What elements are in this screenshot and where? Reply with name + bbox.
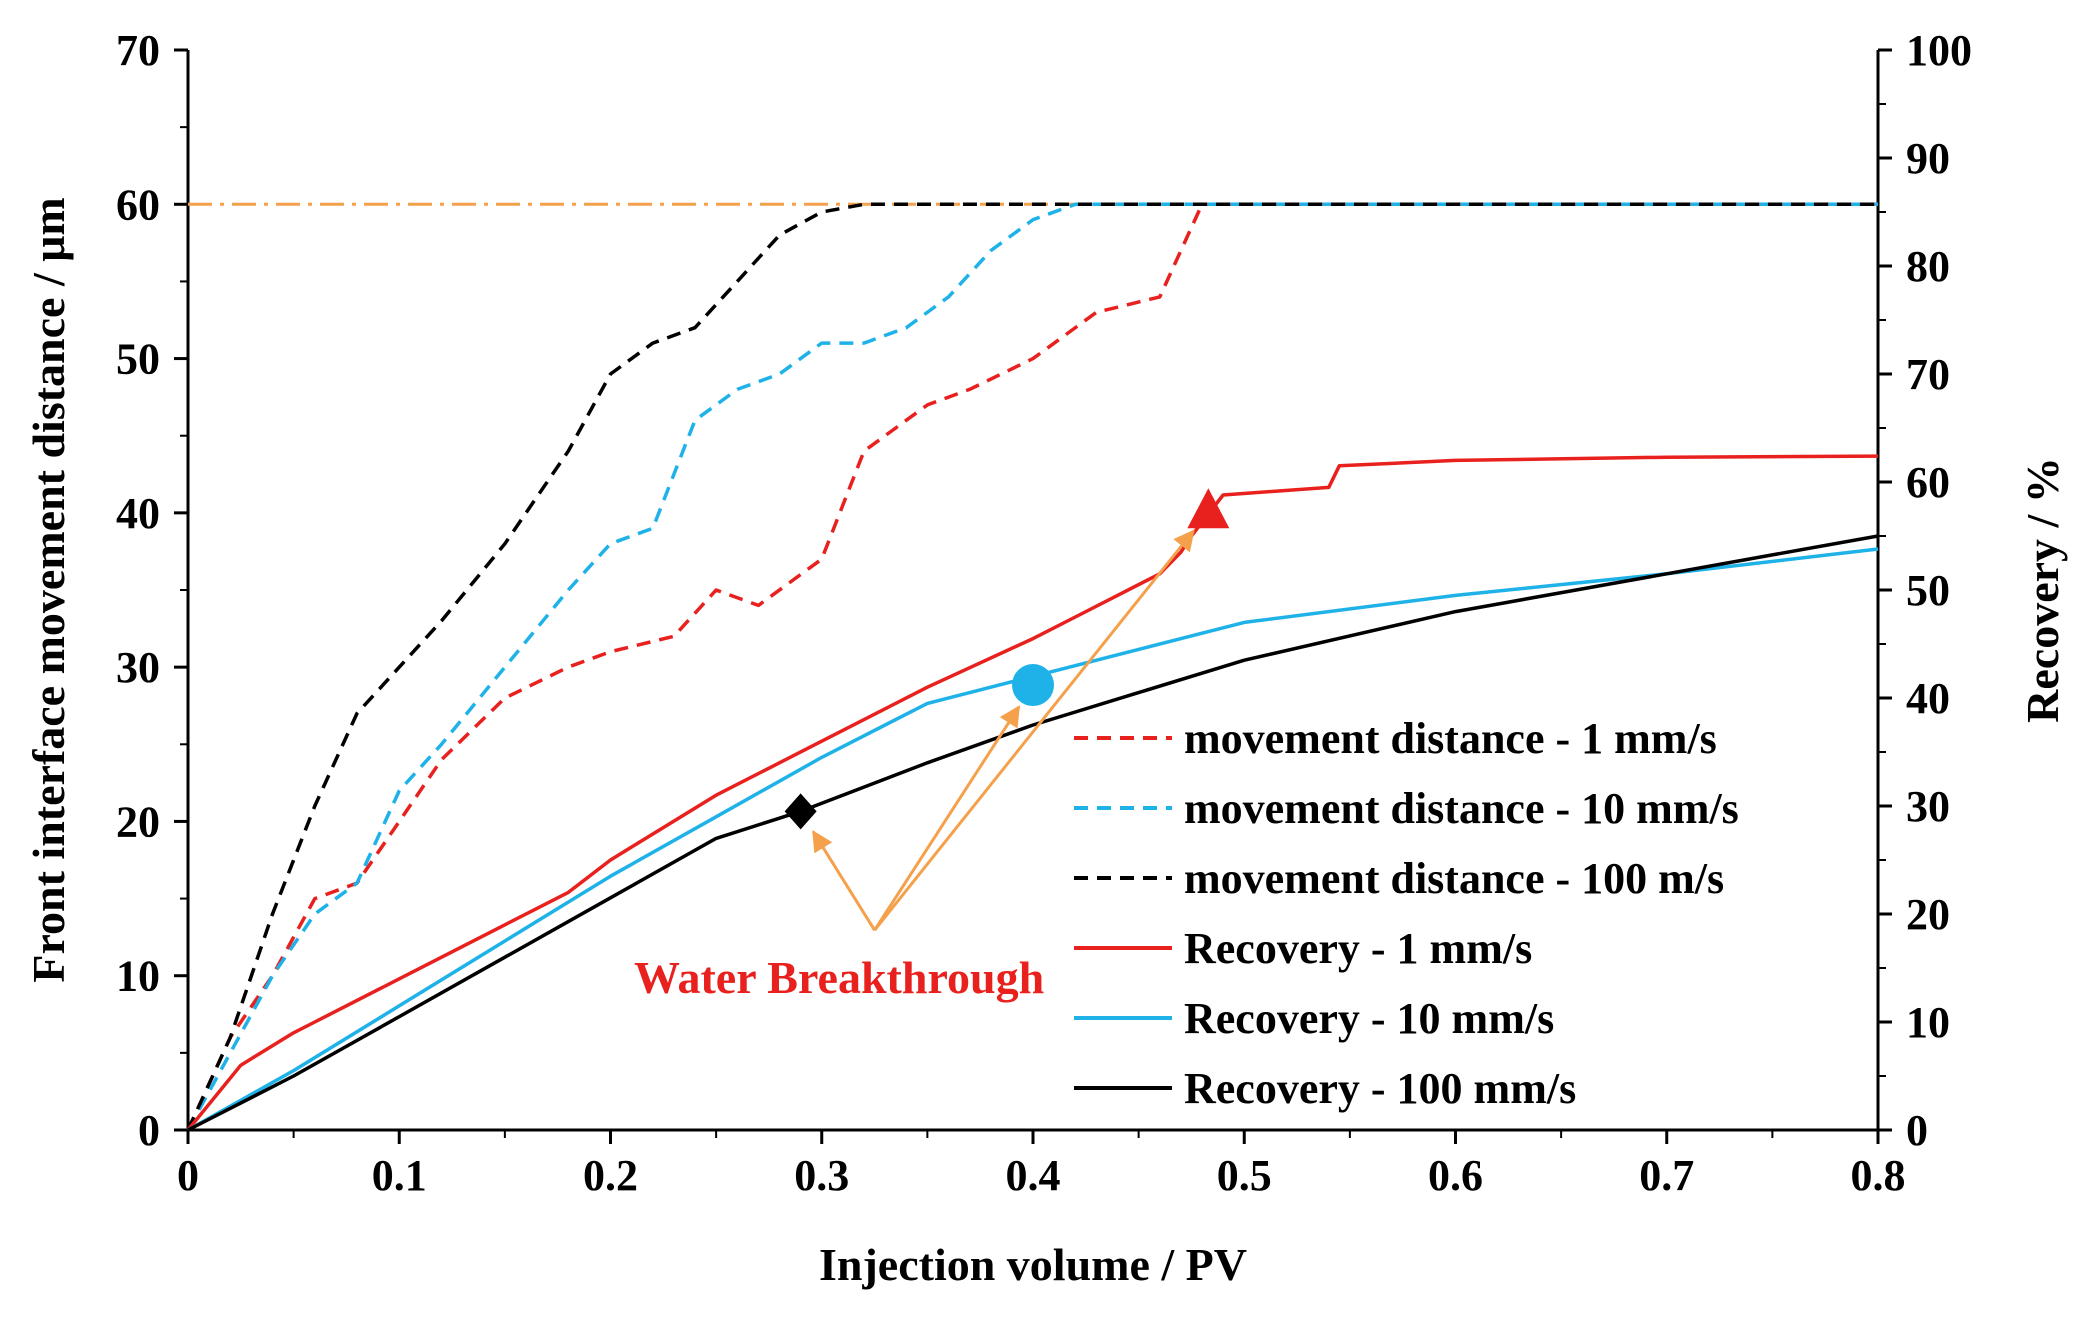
y-right-axis-title: Recovery / % — [2017, 457, 2068, 723]
y-left-tick-label: 0 — [138, 1106, 160, 1155]
chart: 0 0.1 0.2 0.3 0.4 0.5 0.6 0.7 0.8010203040506070… — [0, 0, 2092, 1318]
annotation-arrow-1 — [813, 832, 874, 930]
series-line-6 — [188, 536, 1878, 1130]
series-line-5 — [188, 549, 1878, 1130]
y-left-tick-label: 20 — [116, 797, 160, 846]
x-tick-label: 0.1 — [372, 1151, 427, 1200]
y-right-tick-label: 10 — [1906, 998, 1950, 1047]
legend-label-2: movement distance - 10 mm/s — [1184, 784, 1739, 833]
x-tick-label: 0 — [177, 1151, 199, 1200]
x-tick-label: 0.4 — [1006, 1151, 1061, 1200]
y-right-tick-label: 90 — [1906, 134, 1950, 183]
x-tick-label: 0.8 — [1851, 1151, 1906, 1200]
legend-label-6: Recovery - 100 mm/s — [1184, 1064, 1576, 1113]
y-right-tick-label: 30 — [1906, 782, 1950, 831]
y-right-tick-label: 60 — [1906, 458, 1950, 507]
axes: 0 0.1 0.2 0.3 0.4 0.5 0.6 0.7 0.8010203040506070… — [23, 26, 2068, 1290]
y-right-tick-label: 20 — [1906, 890, 1950, 939]
y-left-tick-label: 40 — [116, 489, 160, 538]
x-tick-label: 0.7 — [1639, 1151, 1694, 1200]
y-left-tick-label: 30 — [116, 643, 160, 692]
y-right-tick-label: 50 — [1906, 566, 1950, 615]
legend-label-5: Recovery - 10 mm/s — [1184, 994, 1554, 1043]
annotation-arrow-2 — [875, 707, 1019, 930]
x-tick-label: 0.6 — [1428, 1151, 1483, 1200]
annotation-arrow-3 — [875, 531, 1194, 930]
y-left-tick-label: 70 — [116, 26, 160, 75]
y-left-tick-label: 10 — [116, 952, 160, 1001]
annotation-water-breakthrough: Water Breakthrough — [634, 952, 1044, 1003]
legend-label-1: movement distance - 1 mm/s — [1184, 714, 1717, 763]
x-tick-label: 0.3 — [794, 1151, 849, 1200]
x-tick-label: 0.5 — [1217, 1151, 1272, 1200]
legend-label-4: Recovery - 1 mm/s — [1184, 924, 1532, 973]
y-right-tick-label: 80 — [1906, 242, 1950, 291]
y-left-tick-label: 60 — [116, 180, 160, 229]
y-right-tick-label: 100 — [1906, 26, 1972, 75]
y-right-tick-label: 70 — [1906, 350, 1950, 399]
breakthrough-marker-diamond — [785, 793, 817, 829]
y-left-tick-label: 50 — [116, 335, 160, 384]
breakthrough-marker-circle — [1012, 664, 1054, 706]
legend: movement distance - 1 mm/s movement dista… — [1074, 714, 1739, 1113]
y-right-tick-label: 40 — [1906, 674, 1950, 723]
y-left-axis-title: Front interface movement distance / μm — [23, 197, 74, 982]
x-axis-title: Injection volume / PV — [819, 1239, 1247, 1290]
legend-label-3: movement distance - 100 m/s — [1184, 854, 1724, 903]
x-tick-label: 0.2 — [583, 1151, 638, 1200]
y-right-tick-label: 0 — [1906, 1106, 1928, 1155]
